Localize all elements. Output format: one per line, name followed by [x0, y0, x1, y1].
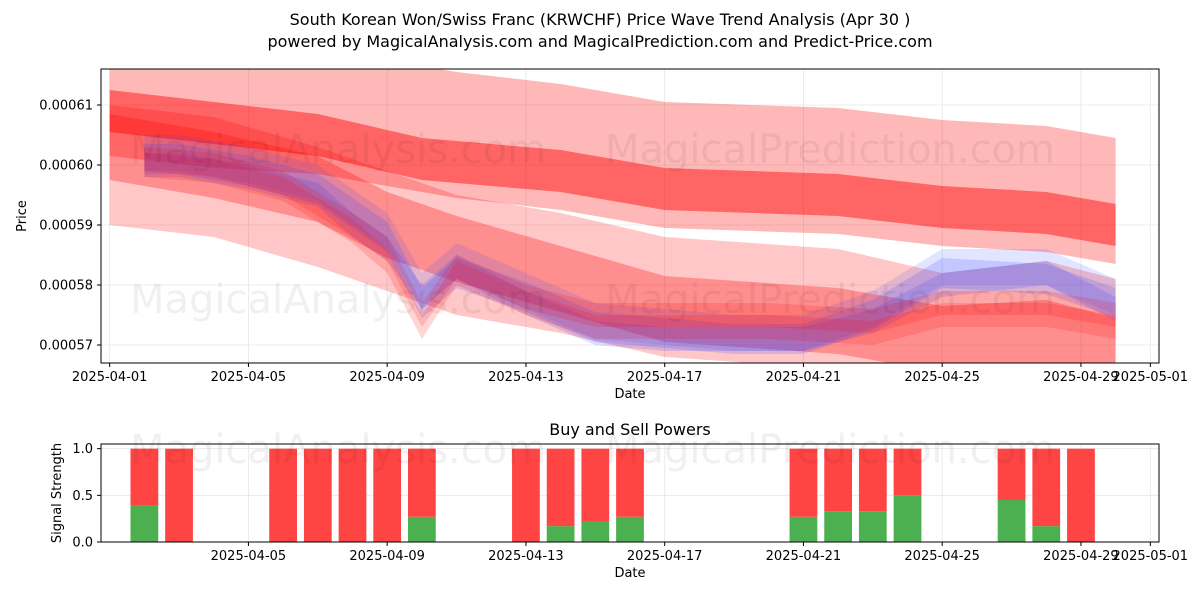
sell-bar — [824, 448, 853, 512]
signal-xtick-label: 2025-04-09 — [349, 549, 425, 564]
price-ytick-label: 0.00059 — [39, 219, 93, 234]
chart-title: South Korean Won/Swiss Franc (KRWCHF) Pr… — [289, 10, 911, 29]
price-band-red-3 — [109, 105, 1116, 363]
signal-frame — [100, 443, 1160, 543]
signal-title: Buy and Sell Powers — [549, 420, 711, 439]
sell-bar — [1032, 448, 1061, 527]
buy-bar — [407, 516, 436, 542]
signal-xtick-label: 2025-04-29 — [1043, 549, 1119, 564]
buy-bar — [997, 500, 1026, 542]
watermark-prediction: MagicalPrediction.com — [605, 277, 1055, 323]
buy-bar — [616, 516, 644, 542]
buy-bar — [130, 505, 159, 542]
sell-bar — [997, 448, 1026, 500]
price-frame — [100, 68, 1160, 364]
sell-bar — [303, 448, 332, 542]
price-plot-area — [109, 69, 1116, 363]
price-xtick-label: 2025-04-13 — [488, 370, 564, 385]
sell-bar — [616, 448, 644, 517]
buy-bar — [824, 511, 853, 542]
signal-ylabel: Signal Strength — [50, 443, 65, 543]
signal-xtick-label: 2025-04-21 — [766, 549, 842, 564]
buy-bar — [546, 526, 575, 542]
sell-bar — [338, 448, 367, 542]
price-xtick-label: 2025-05-01 — [1113, 370, 1189, 385]
price-band-blue-5 — [144, 153, 1116, 351]
price-ytick-label: 0.00060 — [39, 159, 93, 174]
sell-bar — [858, 448, 887, 512]
signal-xtick-label: 2025-04-13 — [488, 549, 564, 564]
watermark-prediction: MagicalPrediction.com — [605, 427, 1055, 473]
signal-xlabel: Date — [614, 566, 645, 581]
watermark-analysis: MagicalAnalysis.com — [130, 127, 546, 173]
price-band-red-0 — [109, 90, 1116, 246]
sell-bar — [130, 448, 159, 506]
price-xtick-label: 2025-04-09 — [349, 370, 425, 385]
price-xtick-label: 2025-04-25 — [904, 370, 980, 385]
price-xtick-label: 2025-04-17 — [627, 370, 703, 385]
price-band-red-8 — [144, 147, 1116, 333]
signal-xtick-label: 2025-05-01 — [1113, 549, 1189, 564]
price-xlabel: Date — [614, 387, 645, 402]
signal-xtick-label: 2025-04-17 — [627, 549, 703, 564]
buy-bar — [858, 511, 887, 542]
chart-subtitle: powered by MagicalAnalysis.com and Magic… — [267, 32, 933, 51]
price-ytick-label: 0.00057 — [39, 339, 93, 354]
watermark-analysis: MagicalAnalysis.com — [130, 277, 546, 323]
sell-bar — [512, 448, 540, 542]
watermark-prediction: MagicalPrediction.com — [605, 127, 1055, 173]
price-xtick-label: 2025-04-05 — [211, 370, 287, 385]
price-xtick-label: 2025-04-29 — [1043, 370, 1119, 385]
price-ytick-label: 0.00061 — [39, 99, 93, 114]
price-band-blue-6 — [144, 135, 1116, 351]
watermark-analysis: MagicalAnalysis.com — [130, 427, 546, 473]
price-xtick-label: 2025-04-21 — [766, 370, 842, 385]
signal-plot-area — [130, 448, 1095, 542]
buy-bar — [789, 516, 818, 542]
sell-bar — [373, 448, 402, 542]
price-ytick-label: 0.00058 — [39, 279, 93, 294]
sell-bar — [269, 448, 297, 542]
price-xtick-label: 2025-04-01 — [72, 370, 148, 385]
sell-bar — [165, 448, 193, 542]
price-band-blue-4 — [144, 144, 1116, 354]
sell-bar — [407, 448, 436, 517]
price-ylabel: Price — [15, 200, 30, 232]
signal-ytick-label: 0.0 — [72, 536, 93, 551]
sell-bar — [893, 448, 922, 496]
price-band-red-7 — [144, 153, 1116, 345]
price-band-red-2 — [109, 114, 1116, 363]
signal-ytick-label: 1.0 — [72, 442, 93, 457]
buy-bar — [1032, 526, 1061, 542]
sell-bar — [789, 448, 818, 517]
sell-bar — [581, 448, 610, 522]
buy-bar — [893, 495, 922, 542]
buy-bar — [581, 521, 610, 542]
sell-bar — [546, 448, 575, 527]
signal-xtick-label: 2025-04-25 — [904, 549, 980, 564]
signal-ytick-label: 0.5 — [72, 489, 93, 504]
price-band-red-1 — [109, 69, 1116, 264]
signal-xtick-label: 2025-04-05 — [211, 549, 287, 564]
sell-bar — [1067, 448, 1095, 542]
